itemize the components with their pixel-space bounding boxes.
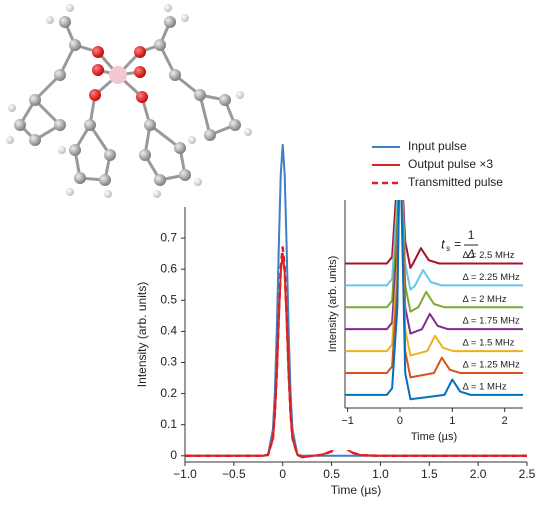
x-tick-label: 1.5 xyxy=(421,467,438,481)
x-tick-label: 2.0 xyxy=(470,467,487,481)
y-tick-label: 0.6 xyxy=(160,261,177,275)
x-tick-label: 0.5 xyxy=(323,467,340,481)
series-label: Δ = 1.5 MHz xyxy=(462,338,514,349)
x-axis-label: Time (µs) xyxy=(411,431,457,443)
annotation-eq: = xyxy=(454,237,461,251)
y-tick-label: 0 xyxy=(170,448,177,462)
x-tick-label: −0.5 xyxy=(222,467,246,481)
y-axis-label: Intensity (arb. units) xyxy=(135,282,149,387)
y-tick-label: 0.1 xyxy=(160,417,177,431)
legend-label: Output pulse ×3 xyxy=(408,157,493,171)
legend-label: Input pulse xyxy=(408,139,467,153)
series-label: Δ = 1.25 MHz xyxy=(462,359,520,370)
x-tick-label: 2.5 xyxy=(519,467,536,481)
x-tick-label: 1.0 xyxy=(372,467,389,481)
x-tick-label: −1.0 xyxy=(173,467,197,481)
series-label: Δ = 1 MHz xyxy=(462,381,506,392)
y-tick-label: 0.3 xyxy=(160,355,177,369)
annotation-num: 1 xyxy=(468,228,475,242)
molecule-image xyxy=(6,4,252,198)
x-tick-label: −1 xyxy=(341,415,354,427)
series-label: Δ = 2.25 MHz xyxy=(462,272,520,283)
y-tick-label: 0.4 xyxy=(160,324,177,338)
x-tick-label: 2 xyxy=(502,415,508,427)
annotation-sub: s xyxy=(446,244,450,253)
annotation-den: Δ xyxy=(466,247,475,261)
x-tick-label: 0 xyxy=(397,415,403,427)
figure: −1.0 −0.5 0 0.5 1.0 1.5 2.0 2.5 0 0.1 0.2 0.3 0.4 0.5… xyxy=(0,0,545,503)
legend-label: Transmitted pulse xyxy=(408,175,503,189)
x-tick-label: 1 xyxy=(449,415,455,427)
y-tick-label: 0.2 xyxy=(160,386,177,400)
y-axis-label: Intensity (arb. units) xyxy=(327,256,339,353)
x-tick-label: 0 xyxy=(279,467,286,481)
y-tick-label: 0.5 xyxy=(160,292,177,306)
series-label: Δ = 2 MHz xyxy=(462,294,506,305)
y-tick-label: 0.7 xyxy=(160,230,177,244)
series-label: Δ = 1.75 MHz xyxy=(462,316,520,327)
x-axis-label: Time (µs) xyxy=(331,483,381,497)
